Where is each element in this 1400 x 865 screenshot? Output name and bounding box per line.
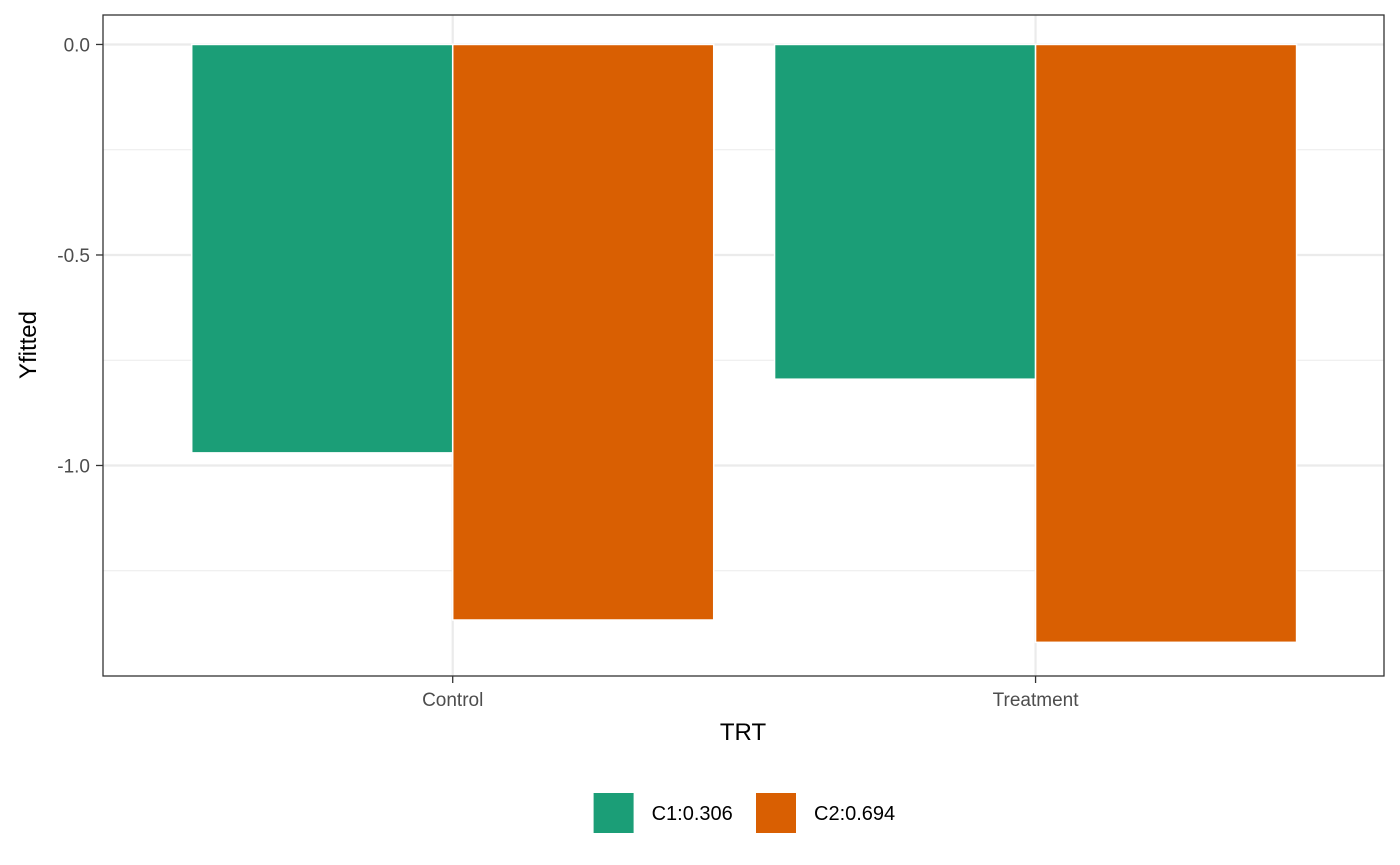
x-axis-title: TRT: [720, 719, 767, 746]
y-axis-title: Yfitted: [15, 311, 42, 379]
bar-control-1: [190, 43, 454, 454]
legend-label-2: C2:0.694: [814, 803, 895, 825]
plot-panel-border: [102, 14, 1385, 677]
x-tick-label: Control: [422, 690, 483, 711]
y-axis: 0.0 -0.5 -1.0: [57, 35, 103, 477]
y-tick-label: -0.5: [57, 246, 90, 267]
x-tick-label: Treatment: [993, 690, 1080, 711]
bars: [190, 43, 1298, 644]
y-tick-label: 0.0: [64, 35, 90, 56]
x-axis: Control Treatment: [422, 676, 1079, 711]
bar-treatment-1: [773, 43, 1037, 380]
legend-key-1: [593, 793, 634, 833]
legend-key-2: [756, 793, 796, 833]
legend-label-1: C1:0.306: [652, 803, 733, 825]
bar-treatment-2: [1034, 43, 1298, 644]
y-tick-label: -1.0: [57, 456, 90, 477]
bar-control-2: [451, 43, 715, 621]
legend: C1:0.306 C2:0.694: [593, 793, 895, 833]
